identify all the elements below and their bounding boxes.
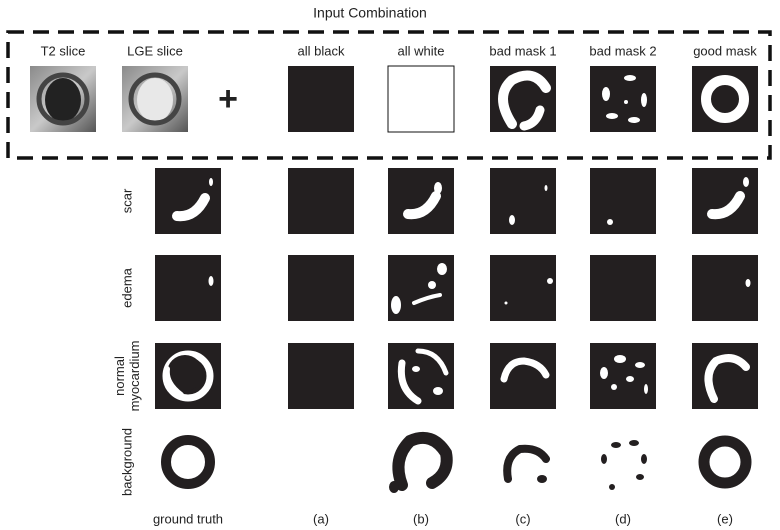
row-label: edema (119, 267, 134, 308)
mask-region (609, 484, 615, 490)
row-label: normal (112, 356, 127, 396)
image (288, 343, 354, 409)
column-label: (e) (717, 511, 733, 526)
input-label: bad mask 1 (489, 43, 556, 58)
figure-title: Input Combination (313, 5, 427, 21)
input-label: LGE slice (127, 43, 183, 58)
mask-region (600, 367, 608, 379)
column-label: (a) (313, 511, 329, 526)
column-label: (d) (615, 511, 631, 526)
row-label: myocardium (127, 341, 142, 412)
mask-region (428, 281, 436, 289)
mask-region (624, 100, 628, 104)
input-label: good mask (693, 43, 757, 58)
input-label: all white (398, 43, 445, 58)
image (490, 168, 556, 234)
mask-region (389, 481, 399, 493)
mask-region (547, 278, 553, 284)
input-label: all black (298, 43, 345, 58)
mask-region (626, 376, 634, 382)
mask-region (611, 442, 621, 448)
mask-region (606, 113, 618, 119)
mask-region (607, 219, 613, 225)
mask-region (601, 454, 607, 464)
mask-region (434, 182, 442, 194)
image (692, 343, 758, 409)
mask-region (614, 355, 626, 363)
mask-region (644, 384, 648, 394)
mask-region (412, 366, 420, 372)
column-label: ground truth (153, 511, 223, 526)
mask-region (505, 302, 508, 305)
mask-region (166, 440, 210, 484)
mask-region (398, 438, 446, 485)
image (155, 168, 221, 234)
plus-sign: + (218, 80, 238, 118)
row-label: scar (119, 188, 134, 213)
image (590, 255, 656, 321)
mask-region (137, 78, 173, 122)
row-label: background (119, 428, 134, 496)
mask-region (636, 474, 644, 480)
mask-region (602, 87, 610, 101)
image (388, 168, 454, 234)
mask-region (611, 384, 617, 390)
mask-region (433, 387, 443, 395)
figure: Input Combination + T2 slice LGE slice all… (0, 0, 780, 530)
image (388, 66, 454, 132)
mask-region (746, 279, 751, 287)
image (490, 255, 556, 321)
mask-region (437, 263, 447, 275)
mask-region (391, 296, 401, 314)
mask-region (629, 440, 639, 446)
mask-region (641, 93, 647, 107)
mask-region (209, 276, 214, 286)
mask-region (704, 441, 746, 483)
column-label: (b) (413, 511, 429, 526)
mask-region (45, 78, 81, 122)
column-label: (c) (515, 511, 530, 526)
mask-region (209, 178, 213, 186)
page: Input Combination + T2 slice LGE slice all… (0, 0, 780, 530)
mask-region (743, 177, 749, 187)
image (288, 255, 354, 321)
image (155, 255, 221, 321)
mask-region (509, 215, 515, 225)
mask-region (537, 475, 547, 483)
image (590, 168, 656, 234)
mask-region (545, 185, 548, 191)
mask-region (641, 454, 647, 464)
mask-region (635, 362, 645, 368)
input-label: bad mask 2 (589, 43, 656, 58)
mask-region (628, 117, 640, 123)
input-label: T2 slice (41, 43, 86, 58)
image (590, 343, 656, 409)
image (692, 255, 758, 321)
mask-region (624, 75, 636, 81)
mask-region (507, 449, 546, 479)
image (288, 66, 354, 132)
image (288, 168, 354, 234)
image (692, 168, 758, 234)
